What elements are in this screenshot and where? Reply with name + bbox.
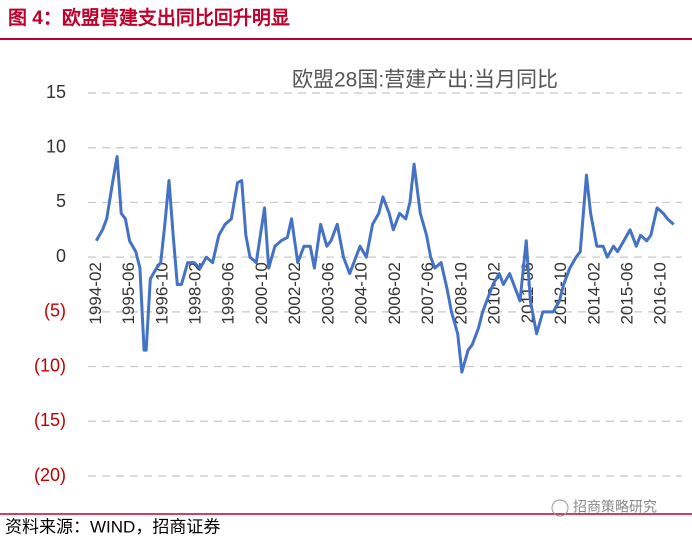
y-tick-label: (15) bbox=[34, 410, 66, 430]
y-tick-label: 10 bbox=[46, 136, 66, 156]
plot: 15 10 5 0 (5) (10) (15) (20) 1994-02 1995-06 1996-… bbox=[34, 82, 682, 485]
y-tick-label: 5 bbox=[56, 191, 66, 211]
source: 资料来源：WIND，招商证券 bbox=[5, 517, 220, 536]
x-tick-label: 1999-06 bbox=[219, 262, 238, 324]
watermark: 招商策略研究 bbox=[573, 499, 657, 515]
figure-title: 图 4：欧盟营建支出同比回升明显 bbox=[8, 6, 290, 29]
y-tick-label: (10) bbox=[34, 355, 66, 375]
y-tick-label: (20) bbox=[34, 465, 66, 485]
x-tick-label: 2006-02 bbox=[385, 262, 404, 324]
x-tick-label: 1995-06 bbox=[119, 262, 138, 324]
x-tick-label: 2002-02 bbox=[285, 262, 304, 324]
x-tick-label: 2015-06 bbox=[617, 262, 636, 324]
data-line bbox=[95, 154, 675, 374]
x-tick-label: 1998-02 bbox=[185, 262, 204, 324]
x-tick-label: 2007-06 bbox=[418, 262, 437, 324]
x-tick-label: 2014-02 bbox=[584, 262, 603, 324]
x-tick-label: 1994-02 bbox=[86, 262, 105, 324]
chart-title: 欧盟28国:营建产出:当月同比 bbox=[292, 69, 558, 92]
y-tick-label: 0 bbox=[56, 246, 66, 266]
x-tick-label: 2004-10 bbox=[352, 262, 371, 324]
y-tick-label: (5) bbox=[44, 301, 66, 321]
x-tick-label: 2000-10 bbox=[252, 262, 271, 324]
x-tick-label: 2003-06 bbox=[318, 262, 337, 324]
x-tick-label: 2016-10 bbox=[651, 262, 670, 324]
x-tick-label: 2008-10 bbox=[451, 262, 470, 324]
x-tick-label: 1996-10 bbox=[152, 262, 171, 324]
watermark-icon bbox=[551, 499, 569, 517]
x-tick-label: 2010-02 bbox=[485, 262, 504, 324]
y-tick-label: 15 bbox=[46, 82, 66, 102]
